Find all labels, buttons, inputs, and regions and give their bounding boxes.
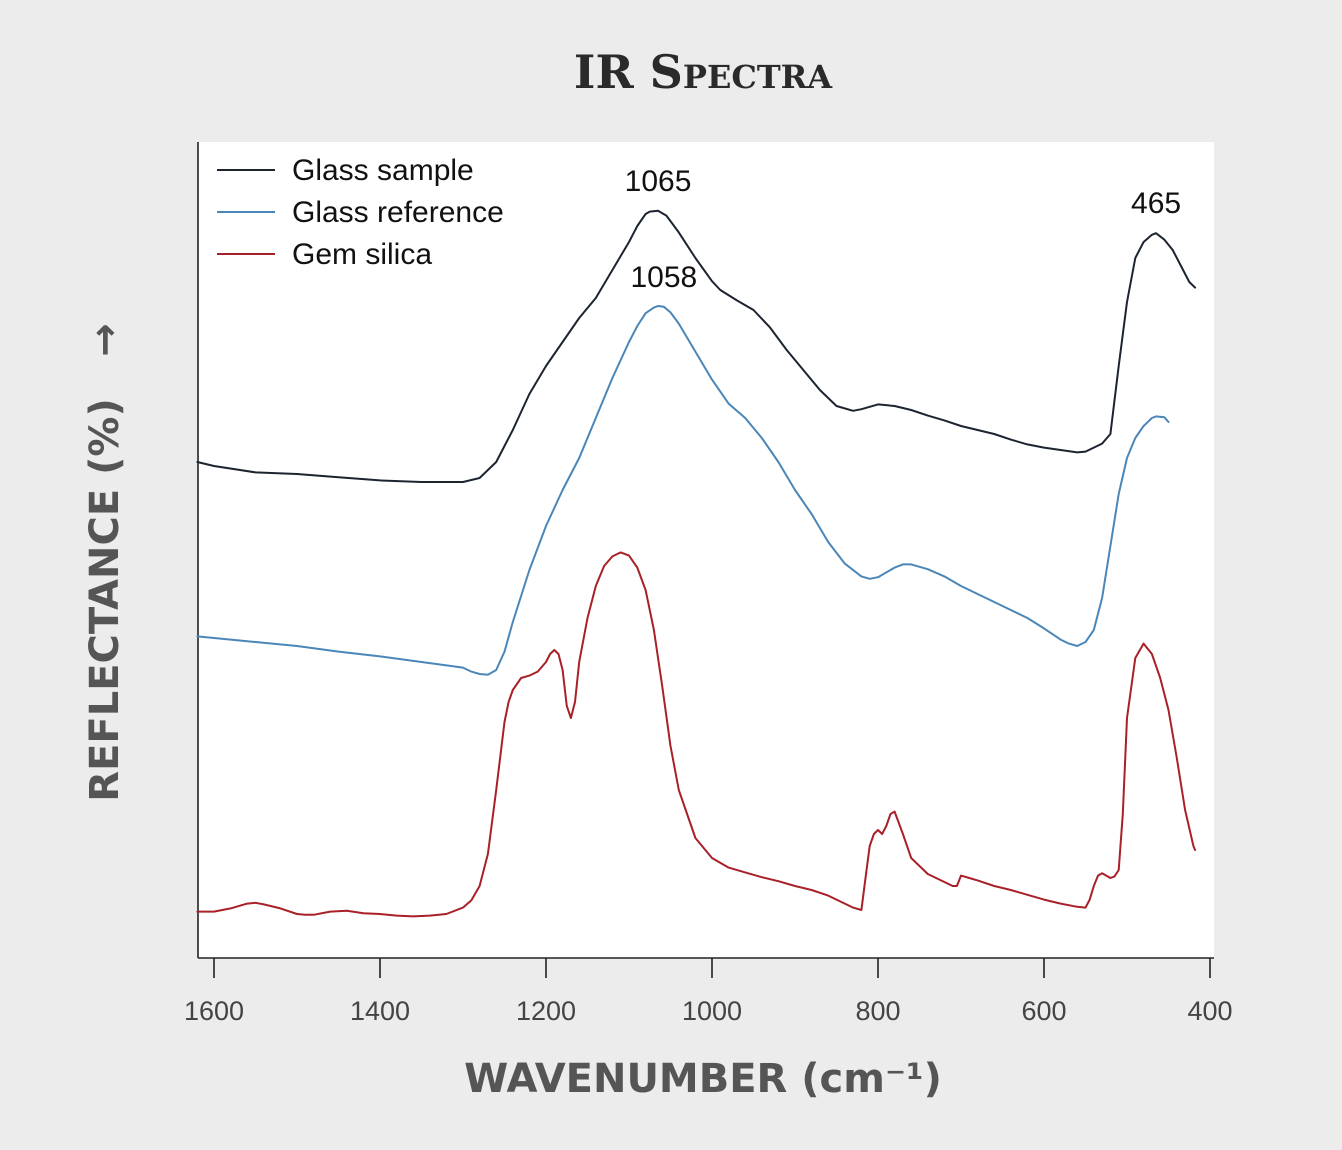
y-axis-arrow-icon: → [82, 323, 128, 357]
legend-label: Glass reference [292, 196, 504, 229]
y-axis-title: REFLECTANCE (%) [82, 398, 128, 801]
x-tick-label: 1200 [516, 996, 576, 1026]
peak-annotation: 465 [1131, 187, 1181, 220]
x-tick-label: 1600 [184, 996, 244, 1026]
series-line-gem-silica [196, 551, 1197, 918]
chart-title: IR Spectra [574, 45, 833, 99]
legend-label: Gem silica [292, 238, 432, 271]
y-axis-arrow-group: → [82, 323, 128, 357]
y-axis-title-group: REFLECTANCE (%) [82, 398, 128, 801]
x-ticks-layer: 1600 1400 1200 1000 800 600 400 [184, 958, 1233, 1026]
x-tick-label: 1400 [350, 996, 410, 1026]
x-tick-label: 400 [1187, 996, 1232, 1026]
peak-annotation: 1058 [630, 261, 697, 294]
x-tick-label: 800 [855, 996, 900, 1026]
x-tick-label: 600 [1021, 996, 1066, 1026]
peak-annotation: 1065 [625, 165, 692, 198]
annotation-layer: 1065 1058 465 [625, 165, 1181, 294]
x-tick-label: 1000 [682, 996, 742, 1026]
series-line-glass-sample [196, 209, 1197, 483]
x-axis-title: WAVENUMBER (cm⁻¹) [464, 1056, 942, 1102]
plot-area [198, 142, 1214, 958]
legend: Glass sample Glass reference Gem silica [217, 154, 504, 271]
series-line-glass-reference [196, 305, 1170, 676]
legend-label: Glass sample [292, 154, 474, 187]
series-layer [196, 209, 1197, 918]
